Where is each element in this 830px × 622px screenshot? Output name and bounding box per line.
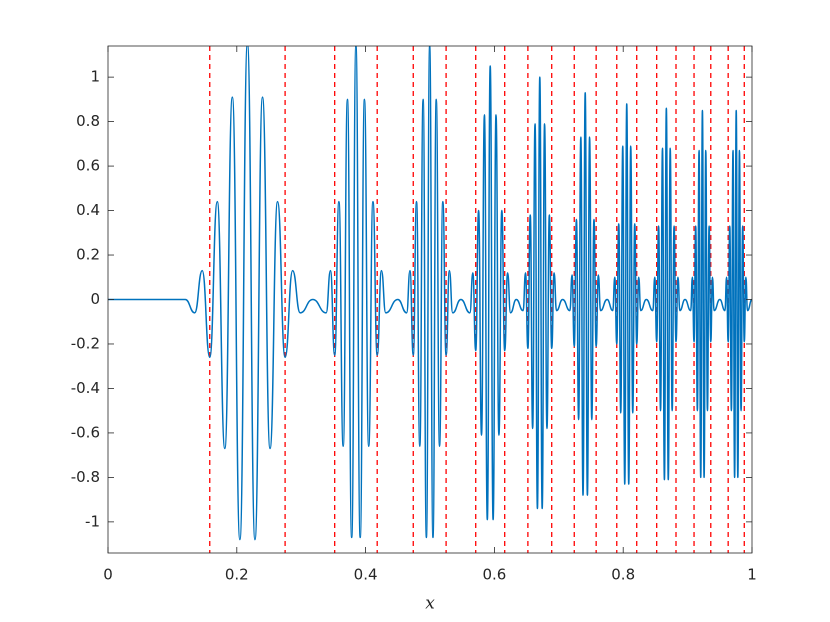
- y-tick-label: 0: [90, 290, 100, 308]
- y-tick-label: -0.4: [71, 379, 100, 397]
- y-tick-label: -0.8: [71, 468, 100, 486]
- x-tick-label: 0.8: [611, 566, 635, 584]
- x-tick-label: 0.2: [225, 566, 249, 584]
- y-tick-label: 0.4: [76, 201, 100, 219]
- x-tick-label: 0.6: [482, 566, 506, 584]
- x-axis-label: x: [425, 594, 435, 614]
- y-tick-label: 1: [90, 68, 100, 86]
- y-tick-label: -1: [85, 512, 100, 530]
- signal-line: [108, 46, 752, 541]
- y-tick-label: 0.6: [76, 157, 100, 175]
- y-tick-label: -0.2: [71, 334, 100, 352]
- y-tick-label: 0.2: [76, 246, 100, 264]
- x-tick-label: 0: [103, 566, 113, 584]
- x-tick-label: 1: [747, 566, 757, 584]
- x-tick-label: 0.4: [354, 566, 378, 584]
- y-tick-label: 0.8: [76, 112, 100, 130]
- y-tick-label: -0.6: [71, 423, 100, 441]
